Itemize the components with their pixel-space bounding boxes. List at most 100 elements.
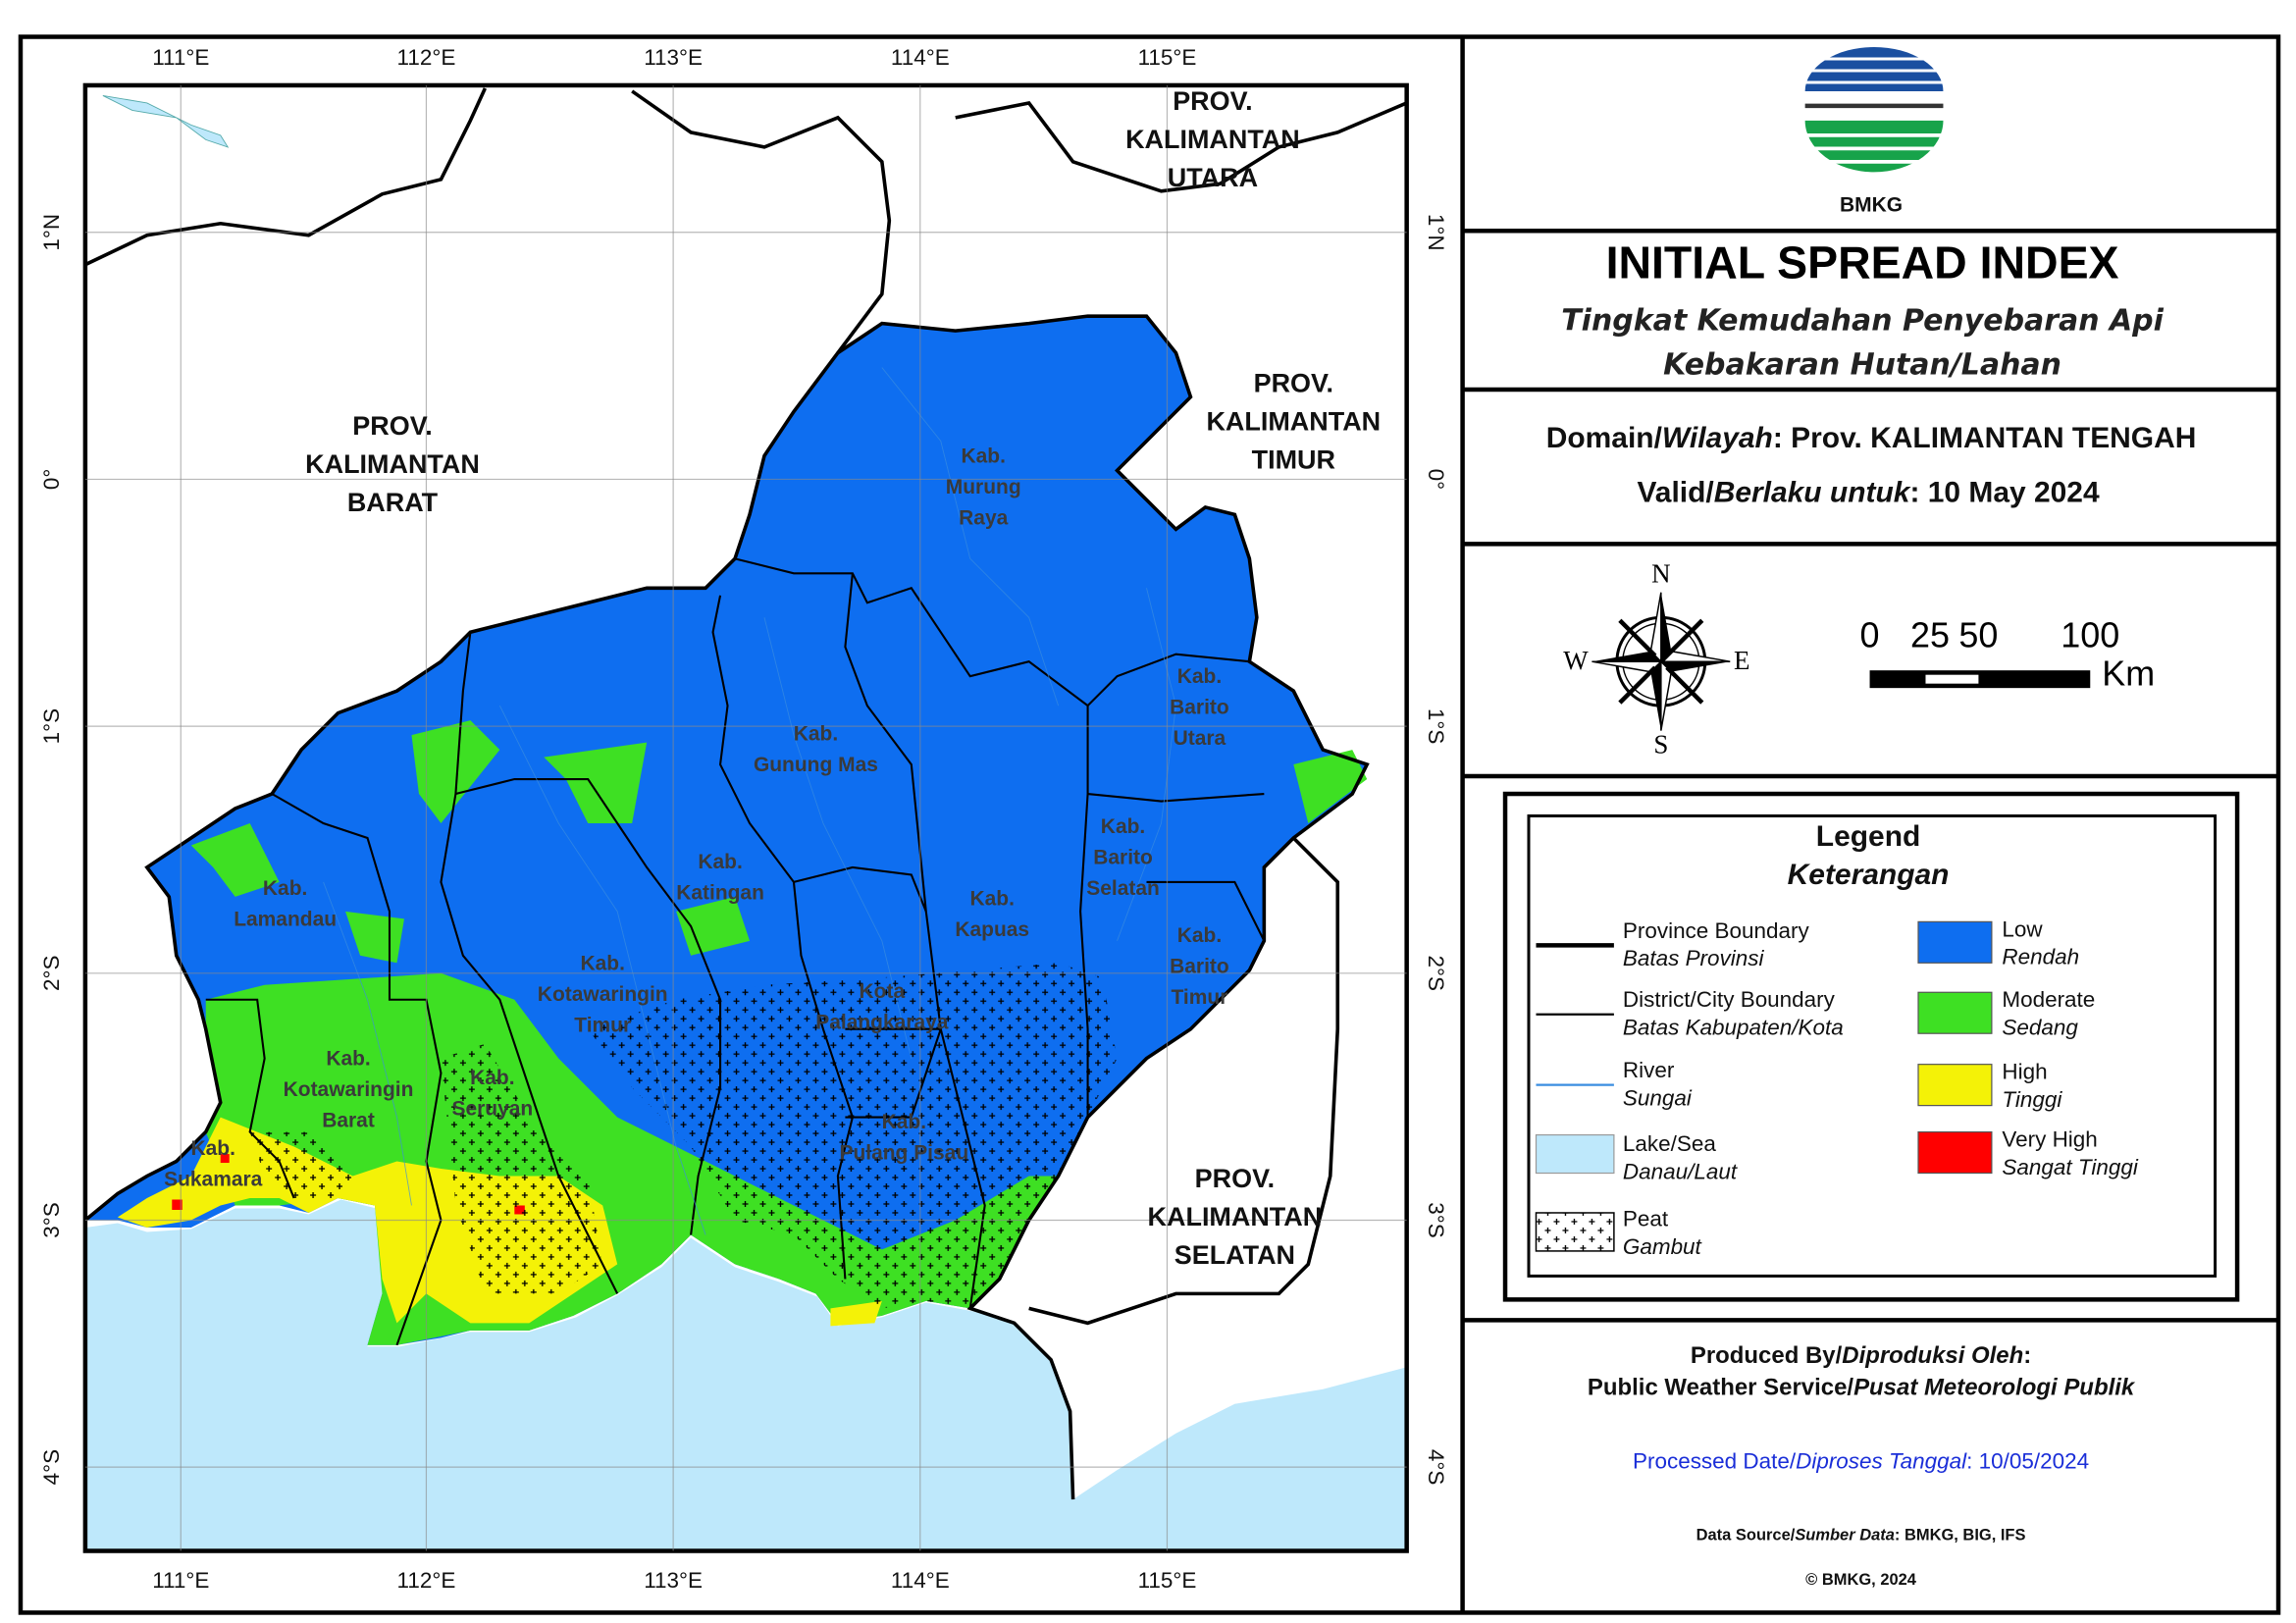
compass: N S E W xyxy=(1563,558,1749,759)
domain-label-id: Wilayah xyxy=(1662,422,1773,454)
y-coord-label: 0° xyxy=(1424,469,1448,490)
legend-label: Peat xyxy=(1623,1206,1669,1230)
map-frame xyxy=(82,82,1409,1553)
scale-label: 50 xyxy=(1958,615,1998,655)
district-label: Raya xyxy=(959,506,1008,529)
credit-producer: Public Weather Service/Pusat Meteorologi… xyxy=(1588,1375,2136,1401)
y-coord-label: 4°S xyxy=(1424,1449,1448,1485)
zone-very-high xyxy=(220,1154,230,1164)
legend-sublabel: Batas Kabupaten/Kota xyxy=(1623,1016,1844,1040)
district-label: Kab. xyxy=(1101,815,1145,838)
province-label: KALIMANTAN xyxy=(305,449,480,479)
district-label: Kab. xyxy=(969,887,1014,910)
district-label: Timur xyxy=(1171,986,1227,1009)
legend-sublabel: Gambut xyxy=(1623,1234,1703,1259)
valid-value: : 10 May 2024 xyxy=(1909,476,2100,508)
x-coord-label: 114°E xyxy=(891,45,950,70)
lake xyxy=(102,94,230,148)
district-label: Kab. xyxy=(794,723,838,746)
district-label: Kab. xyxy=(470,1067,514,1089)
compass-south: S xyxy=(1653,729,1668,759)
district-label: Barito xyxy=(1093,846,1153,868)
x-coord-label: 113°E xyxy=(644,45,703,70)
bmkg-logo: BMKG xyxy=(1804,46,1944,216)
scale-label: 100 xyxy=(2061,615,2119,655)
x-coord-label: 112°E xyxy=(397,1568,456,1593)
compass-north: N xyxy=(1651,558,1670,588)
district-label: Kapuas xyxy=(955,918,1029,941)
peat-area xyxy=(249,963,1118,1309)
credit-processed-date: : 10/05/2024 xyxy=(1966,1449,2089,1474)
credit-source-id: Sumber Data xyxy=(1795,1527,1895,1544)
district-label: Kab. xyxy=(882,1111,926,1133)
domain-label: Domain/ xyxy=(1546,422,1663,454)
legend-sublabel: Tinggi xyxy=(2002,1087,2062,1112)
title: INITIAL SPREAD INDEX xyxy=(1606,236,2119,288)
district-label: Kota xyxy=(860,980,906,1003)
valid-label-id: Berlaku untuk xyxy=(1714,476,1911,508)
district-label: Gunung Mas xyxy=(754,754,878,776)
legend-sublabel: Rendah xyxy=(2002,945,2079,969)
province-label: KALIMANTAN xyxy=(1206,407,1381,437)
legend-label: District/City Boundary xyxy=(1623,987,1836,1012)
scale-label: 25 xyxy=(1910,615,1950,655)
x-coord-label: 111°E xyxy=(152,1568,209,1593)
valid-line: Valid/Berlaku untuk: 10 May 2024 xyxy=(1637,476,2099,508)
legend-sublabel: Batas Provinsi xyxy=(1623,946,1765,970)
y-coord-label: 2°S xyxy=(39,956,64,991)
x-coord-label: 111°E xyxy=(152,45,209,70)
sea xyxy=(84,1199,1407,1551)
legend-subtitle: Keterangan xyxy=(1788,859,1950,891)
district-label: Kab. xyxy=(263,877,307,900)
copyright: © BMKG, 2024 xyxy=(1805,1571,1917,1589)
compass-east: E xyxy=(1734,646,1749,675)
credit-processed-id: Diproses Tanggal xyxy=(1796,1449,1967,1474)
district-label: Utara xyxy=(1174,727,1226,750)
subtitle: Tingkat Kemudahan Penyebaran Api xyxy=(1561,304,2164,339)
province-label: SELATAN xyxy=(1174,1240,1295,1270)
legend-sublabel: Sedang xyxy=(2002,1016,2078,1040)
credit-produced-en: Produced By/ xyxy=(1691,1342,1843,1369)
map-area xyxy=(84,84,1407,1551)
compass-west: W xyxy=(1563,646,1589,675)
scale-unit: Km xyxy=(2102,654,2155,694)
credit-processed: Processed Date/Diproses Tanggal: 10/05/2… xyxy=(1633,1449,2089,1474)
legend-label: River xyxy=(1623,1058,1675,1082)
legend-title: Legend xyxy=(1816,820,1921,853)
y-coord-label: 2°S xyxy=(1424,956,1448,991)
y-coord-label: 3°S xyxy=(1424,1202,1448,1237)
province-label: TIMUR xyxy=(1252,445,1335,475)
province-label: PROV. xyxy=(1195,1164,1275,1193)
district-label: Seruyan xyxy=(451,1098,533,1121)
legend-label: High xyxy=(2002,1060,2047,1084)
y-coord-label: 1°S xyxy=(1424,708,1448,744)
credit-producer-en: Public Weather Service/ xyxy=(1588,1375,1853,1401)
scale-label: 0 xyxy=(1860,615,1880,655)
district-label: Murung xyxy=(946,476,1021,498)
credit-processed-en: Processed Date/ xyxy=(1633,1449,1797,1474)
district-label: Kab. xyxy=(580,952,624,974)
district-label: Sukamara xyxy=(164,1169,263,1191)
y-coord-label: 3°S xyxy=(39,1202,64,1237)
legend-label: Lake/Sea xyxy=(1623,1131,1716,1156)
province-label: BARAT xyxy=(347,488,439,517)
graticule: 111°E 111°E 112°E 112°E 113°E 113°E 114°E 114°E… xyxy=(39,45,1448,1593)
map-labels: PROV. KALIMANTAN UTARA PROV. KALIMANTAN BARAT… xyxy=(164,86,1381,1270)
legend-sublabel: Sangat Tinggi xyxy=(2002,1155,2138,1179)
district-label: Katingan xyxy=(676,881,764,904)
y-coord-label: 0° xyxy=(39,469,64,490)
legend-label: Province Boundary xyxy=(1623,918,1810,943)
legend-label: Low xyxy=(2002,916,2043,941)
scale-bar xyxy=(1869,670,2091,689)
district-label: Kab. xyxy=(1177,665,1222,688)
district-label: Kotawaringin xyxy=(538,983,668,1006)
y-coord-label: 4°S xyxy=(39,1449,64,1485)
y-coord-label: 1°S xyxy=(39,708,64,744)
credit-source-value: : BMKG, BIG, IFS xyxy=(1895,1527,2026,1544)
province-label: KALIMANTAN xyxy=(1125,125,1300,154)
domain-line: Domain/Wilayah: Prov. KALIMANTAN TENGAH xyxy=(1546,422,2197,454)
district-label: Barat xyxy=(322,1110,375,1132)
